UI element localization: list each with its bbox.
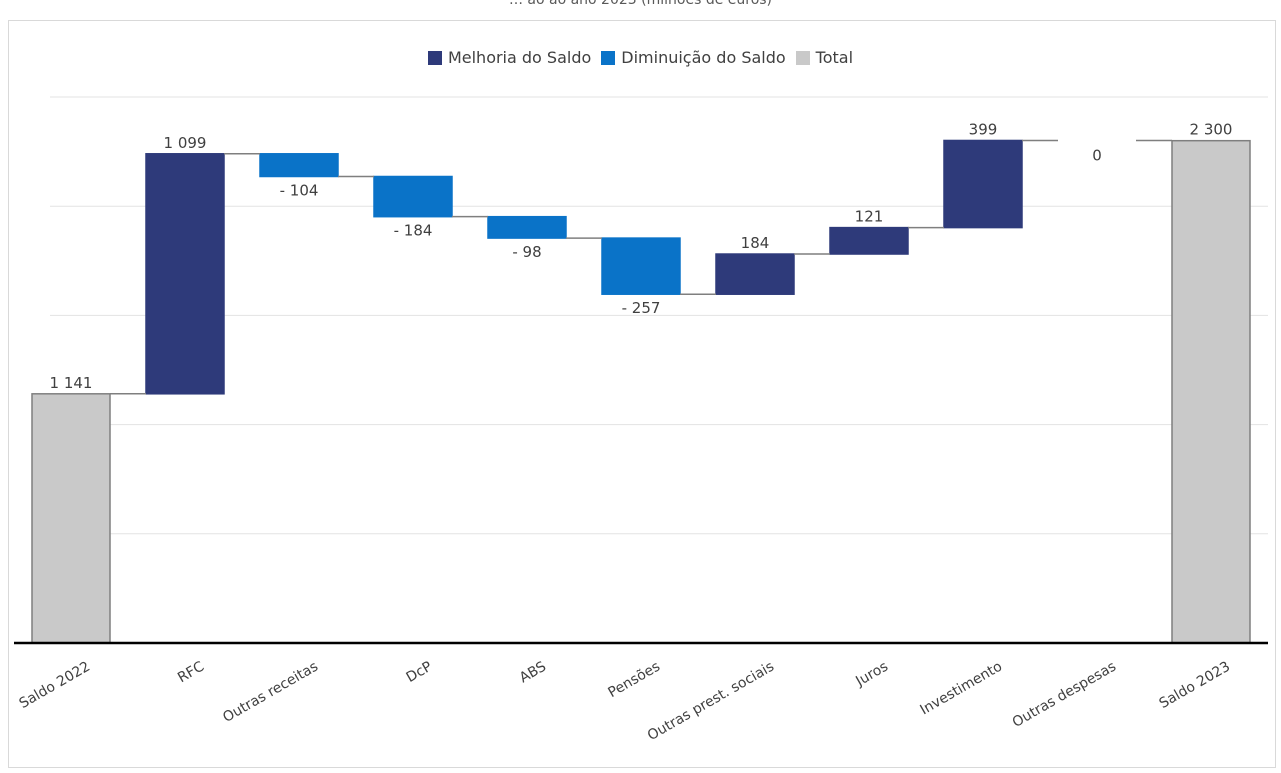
x-tick-label: DcP bbox=[404, 659, 435, 686]
legend-swatch-decrease bbox=[601, 50, 616, 65]
legend-swatch-increase bbox=[427, 50, 442, 65]
data-label: - 257 bbox=[622, 299, 661, 317]
x-tick-label: Juros bbox=[852, 659, 891, 691]
data-label: - 98 bbox=[512, 243, 541, 261]
data-label: 399 bbox=[969, 120, 998, 138]
legend-label-increase: Melhoria do Saldo bbox=[447, 48, 592, 67]
data-label: 1 141 bbox=[50, 374, 93, 392]
data-label: - 104 bbox=[280, 181, 319, 199]
waterfall-bar bbox=[373, 175, 453, 218]
data-label: 2 300 bbox=[1190, 121, 1233, 139]
waterfall-bar bbox=[1171, 139, 1251, 644]
x-tick-label: Outras despesas bbox=[1010, 659, 1119, 731]
x-tick-label: Saldo 2022 bbox=[17, 659, 93, 712]
x-tick-label: Investimento bbox=[918, 659, 1005, 719]
waterfall-bar bbox=[943, 139, 1023, 229]
legend-item-decrease: Diminuição do Saldo bbox=[601, 48, 786, 67]
x-tick-label: Saldo 2023 bbox=[1157, 659, 1233, 712]
waterfall-bar bbox=[31, 393, 111, 644]
x-tick-label: Outras prest. sociais bbox=[645, 659, 777, 745]
waterfall-bar bbox=[829, 226, 909, 255]
legend-item-increase: Melhoria do Saldo bbox=[427, 48, 592, 67]
waterfall-bar bbox=[487, 215, 567, 239]
waterfall-bar bbox=[145, 153, 225, 395]
data-label: 0 bbox=[1092, 146, 1102, 164]
legend-label-total: Total bbox=[815, 48, 854, 67]
data-label: 184 bbox=[741, 234, 770, 252]
waterfall-bar bbox=[259, 153, 339, 178]
chart-title: … ao ao ano 2023 (milhões de euros) bbox=[508, 0, 773, 8]
data-label: - 184 bbox=[394, 222, 433, 240]
legend-swatch-total bbox=[795, 50, 810, 65]
data-label: 121 bbox=[855, 208, 884, 226]
x-tick-label: RFC bbox=[175, 658, 207, 686]
legend-item-total: Total bbox=[795, 48, 854, 67]
waterfall-bar bbox=[601, 237, 681, 295]
x-tick-label: Pensões bbox=[605, 659, 663, 701]
legend-label-decrease: Diminuição do Saldo bbox=[621, 48, 786, 67]
x-tick-label: Outras receitas bbox=[220, 659, 321, 726]
data-label: 1 099 bbox=[164, 134, 207, 152]
chart-legend: Melhoria do Saldo Diminuição do Saldo To… bbox=[0, 48, 1281, 67]
x-tick-label: ABS bbox=[517, 659, 549, 687]
waterfall-bar bbox=[715, 253, 795, 295]
